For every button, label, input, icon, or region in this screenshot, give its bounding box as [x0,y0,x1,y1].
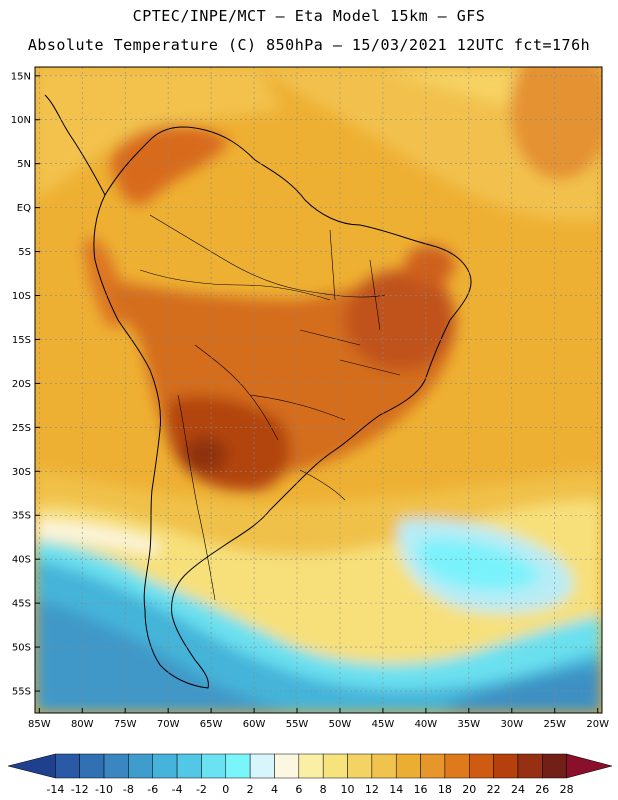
lon-label: 55W [286,719,309,730]
field-ne-brazil [345,270,455,370]
lon-label: 35W [458,719,481,730]
temperature-map: 15N 10N 5N EQ 5S 10S 15S 20S 25S 30S 35S 40S 45S 50S 5… [11,66,609,730]
lon-label: 60W [243,719,266,730]
colorbar-cell [420,753,446,779]
colorbar-cell [55,753,80,779]
lat-label: 55S [12,687,31,698]
field-deep-blue-e [440,665,602,713]
colorbar-cells [7,753,613,779]
colorbar-label: -2 [196,783,207,796]
title-line-1: CPTEC/INPE/MCT — Eta Model 15km — GFS [132,7,486,25]
colorbar: -14 -12 -10 -8 -6 -4 -2 0 2 4 6 8 10 12 14 16 18 20 22 24 26… [7,753,613,796]
lat-label: 50S [12,643,31,654]
lat-label: 5S [18,247,31,258]
field-carib [35,67,280,200]
lat-label: 40S [12,555,31,566]
colorbar-label: 28 [560,783,574,796]
lat-label: 15N [11,71,31,82]
lat-label: 25S [12,423,31,434]
lon-label: 65W [200,719,223,730]
colorbar-label: 10 [341,783,355,796]
colorbar-label: 8 [320,783,327,796]
lon-label: 50W [329,719,352,730]
colorbar-arrow-high [566,753,613,779]
colorbar-cell [249,753,275,779]
colorbar-cell [322,753,348,779]
colorbar-label: 20 [462,783,476,796]
south-america-outline [93,126,472,689]
colorbar-cell [152,753,178,779]
colorbar-cell [201,753,227,779]
colorbar-label: 0 [222,783,229,796]
colorbar-label: -8 [123,783,134,796]
lat-label: 35S [12,511,31,522]
field-chaco-core [183,437,227,473]
central-america-outline [44,94,106,196]
colorbar-label: 22 [487,783,501,796]
colorbar-cell [176,753,202,779]
colorbar-label: -4 [172,783,183,796]
colorbar-cell [103,753,129,779]
colorbar-label: 18 [438,783,452,796]
lat-label: EQ [17,203,31,214]
colorbar-label: 26 [535,783,549,796]
lon-label: 20W [586,719,609,730]
temperature-field [35,67,602,713]
lat-label: 10S [12,291,31,302]
latitude-labels: 15N 10N 5N EQ 5S 10S 15S 20S 25S 30S 35S 40S 45S 50S 5… [11,71,31,697]
axis-ticks [35,75,599,713]
lat-label: 20S [12,379,31,390]
colorbar-label: -12 [71,783,89,796]
lon-label: 80W [71,719,94,730]
field-ne-brazil-2 [405,245,455,285]
colorbar-label: 14 [389,783,403,796]
lon-label: 25W [543,719,566,730]
colorbar-labels: -14 -12 -10 -8 -6 -4 -2 0 2 4 6 8 10 12 14 16 18 20 22 24 26… [46,783,573,796]
colorbar-label: 24 [511,783,525,796]
lon-label: 85W [28,719,51,730]
plot-frame [34,66,603,714]
country-borders [139,214,401,601]
colorbar-cell [128,753,153,779]
colorbar-cell [469,753,494,779]
colorbar-label: -6 [147,783,158,796]
lat-label: 10N [11,115,31,126]
colorbar-cell [298,753,324,779]
colorbar-cell [444,753,470,779]
lat-label: 15S [12,335,31,346]
colorbar-arrow-low [7,753,56,779]
field-cyan-patch [418,539,540,591]
colorbar-cell [493,753,519,779]
title-line-2: Absolute Temperature (C) 850hPa — 15/03/… [27,36,591,54]
field-deep-blue-w [35,600,300,713]
lat-label: 5N [17,159,31,170]
colorbar-cell [347,753,373,779]
lon-label: 30W [500,719,523,730]
coastlines [44,94,472,689]
colorbar-cell [517,753,543,779]
lon-label: 40W [415,719,438,730]
colorbar-label: 6 [295,783,302,796]
colorbar-cell [79,753,105,779]
colorbar-cell [274,753,300,779]
colorbar-label: 4 [271,783,278,796]
colorbar-label: 16 [414,783,428,796]
colorbar-cell [395,753,421,779]
colorbar-label: 2 [247,783,254,796]
colorbar-cell [225,753,251,779]
colorbar-label: -14 [46,783,64,796]
lon-label: 45W [372,719,395,730]
longitude-labels: 85W 80W 75W 70W 65W 60W 55W 50W 45W 40W 35W 30W 25W 2… [28,719,609,730]
colorbar-cell [371,753,397,779]
field-ne-warm [510,67,602,180]
lat-label: 45S [12,599,31,610]
field-n-andes [110,124,230,205]
colorbar-cell [542,753,567,779]
lon-label: 70W [157,719,180,730]
lon-label: 75W [114,719,137,730]
colorbar-label: 12 [365,783,379,796]
colorbar-label: -10 [95,783,113,796]
field-cream-west [35,520,160,555]
lat-label: 30S [12,467,31,478]
